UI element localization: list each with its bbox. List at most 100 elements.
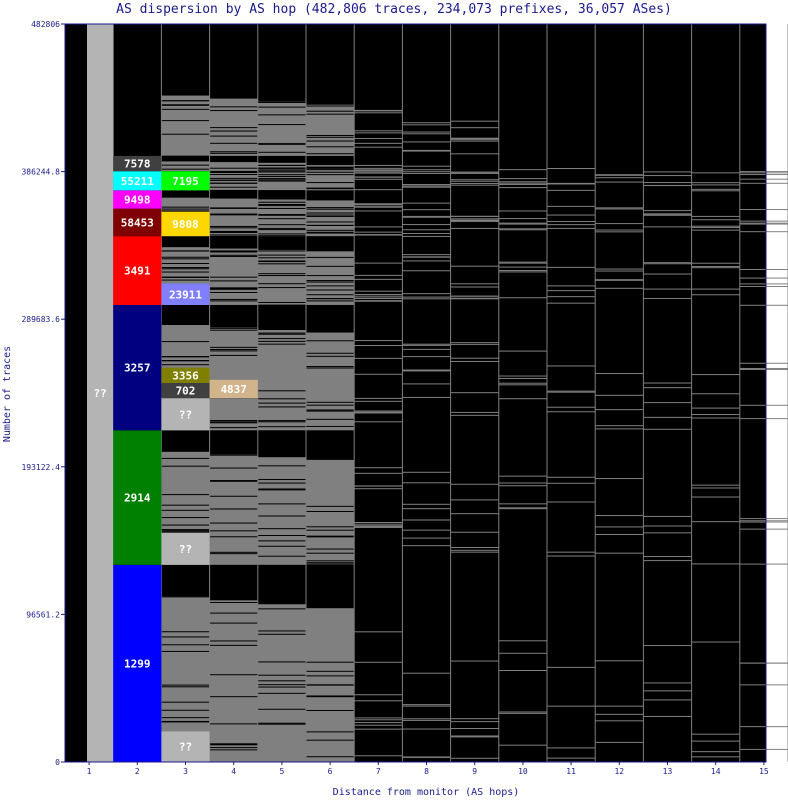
dispersion-stripe — [306, 675, 355, 677]
dispersion-stripe — [257, 684, 306, 686]
x-tick-label: 2 — [135, 767, 140, 776]
dispersion-stripe — [643, 184, 692, 186]
dispersion-stripe — [450, 283, 499, 285]
dispersion-stripe — [691, 751, 740, 753]
dispersion-stripe — [691, 740, 740, 742]
dispersion-stripe — [209, 250, 258, 252]
dispersion-stripe — [257, 180, 306, 182]
dispersion-stripe — [402, 171, 451, 173]
dispersion-stripe — [498, 262, 547, 264]
dispersion-stripe — [354, 189, 403, 191]
dispersion-stripe — [450, 179, 499, 181]
as-segment — [161, 367, 210, 383]
dispersion-stripe — [643, 532, 692, 534]
dispersion-stripe — [402, 718, 451, 720]
dispersion-stripe — [402, 224, 451, 226]
plot-right-margin — [766, 24, 788, 762]
dispersion-stripe — [354, 523, 403, 525]
dispersion-stripe — [450, 298, 499, 300]
dispersion-stripe — [257, 176, 306, 178]
dispersion-stripe — [161, 529, 210, 531]
dispersion-stripe — [402, 704, 451, 706]
dispersion-stripe — [161, 596, 210, 598]
dispersion-stripe — [450, 357, 499, 359]
as-segment-label: 1299 — [124, 657, 151, 670]
dispersion-stripe — [306, 167, 355, 169]
dispersion-stripe — [402, 519, 451, 521]
dispersion-stripe — [643, 428, 692, 430]
as-segment — [113, 190, 162, 209]
dispersion-stripe — [691, 190, 740, 192]
dispersion-stripe — [354, 357, 403, 359]
dispersion-stripe — [161, 164, 210, 166]
dispersion-stripe — [595, 533, 644, 535]
dispersion-stripe — [691, 215, 740, 217]
dispersion-stripe — [209, 186, 258, 188]
dispersion-stripe — [354, 755, 403, 757]
dispersion-stripe — [257, 229, 306, 231]
y-tick-label: 386244.8 — [21, 168, 60, 177]
dispersion-stripe — [402, 545, 451, 547]
dispersion-stripe — [306, 731, 355, 733]
dispersion-stripe — [257, 406, 306, 408]
dispersion-stripe — [257, 257, 306, 259]
dispersion-stripe — [595, 268, 644, 270]
dispersion-stripe — [402, 185, 451, 187]
dispersion-stripe — [209, 422, 258, 424]
dispersion-stripe — [402, 202, 451, 204]
dispersion-stripe — [257, 708, 306, 710]
dispersion-stripe — [306, 105, 355, 107]
dispersion-stripe — [354, 340, 403, 342]
dispersion-stripe — [402, 356, 451, 358]
dispersion-stripe — [547, 666, 596, 668]
dispersion-stripe — [450, 140, 499, 142]
dispersion-stripe — [257, 179, 306, 181]
dispersion-stripe — [354, 717, 403, 719]
dispersion-stripe — [354, 485, 403, 487]
dispersion-stripe — [595, 279, 644, 281]
dispersion-stripe — [354, 467, 403, 469]
dispersion-stripe — [257, 722, 306, 724]
dispersion-stripe — [354, 421, 403, 423]
dispersion-stripe — [257, 124, 306, 126]
dispersion-stripe — [306, 552, 355, 554]
dispersion-stripe — [306, 670, 355, 672]
dispersion-stripe — [306, 140, 355, 142]
dispersion-stripe — [643, 525, 692, 527]
dispersion-stripe — [402, 169, 451, 171]
dispersion-stripe — [161, 210, 210, 212]
dispersion-stripe — [161, 262, 210, 264]
dispersion-stripe — [354, 210, 403, 212]
dispersion-stripe — [739, 277, 788, 279]
dispersion-stripe — [257, 178, 306, 180]
as-segment — [161, 283, 210, 305]
dispersion-stripe — [354, 631, 403, 633]
dispersion-stripe — [161, 208, 210, 210]
dispersion-stripe — [161, 256, 210, 258]
dispersion-stripe — [306, 560, 355, 562]
dispersion-stripe — [595, 231, 644, 233]
dispersion-stripe — [161, 104, 210, 106]
dispersion-stripe — [402, 254, 451, 256]
dispersion-stripe — [643, 273, 692, 275]
dispersion-stripe — [306, 153, 355, 155]
dispersion-stripe — [450, 360, 499, 362]
dispersion-stripe — [306, 505, 355, 507]
dispersion-stripe — [643, 226, 692, 228]
dispersion-stripe — [450, 297, 499, 299]
dispersion-stripe — [498, 744, 547, 746]
dispersion-stripe — [306, 352, 355, 354]
dispersion-stripe — [498, 181, 547, 183]
as-segment-label: 7195 — [172, 175, 199, 188]
dispersion-stripe — [402, 270, 451, 272]
dispersion-stripe — [547, 189, 596, 191]
dispersion-stripe — [595, 720, 644, 722]
dispersion-stripe — [161, 529, 210, 531]
y-tick-label: 482806 — [31, 20, 60, 29]
x-tick-label: 4 — [231, 767, 236, 776]
dispersion-stripe — [306, 285, 355, 287]
dispersion-stripe — [547, 411, 596, 413]
dispersion-stripe — [402, 209, 451, 211]
dispersion-stripe — [306, 401, 355, 403]
dispersion-stripe — [257, 235, 306, 237]
